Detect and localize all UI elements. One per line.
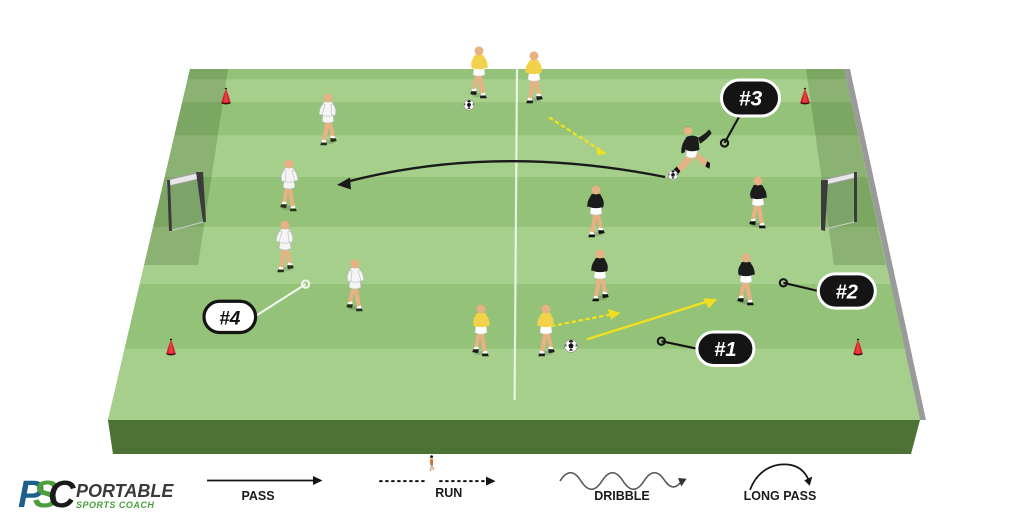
- svg-text:SPORTS COACH: SPORTS COACH: [76, 500, 154, 510]
- svg-text:#3: #3: [739, 88, 763, 111]
- svg-text:RUN: RUN: [435, 486, 462, 500]
- svg-text:C: C: [48, 474, 76, 512]
- svg-text:#1: #1: [714, 339, 736, 361]
- svg-text:PORTABLE: PORTABLE: [76, 481, 174, 501]
- svg-text:DRIBBLE: DRIBBLE: [594, 489, 650, 503]
- svg-text:LONG PASS: LONG PASS: [744, 489, 817, 503]
- svg-text:#2: #2: [836, 281, 858, 303]
- svg-text:#4: #4: [219, 309, 241, 330]
- svg-text:PASS: PASS: [241, 489, 274, 503]
